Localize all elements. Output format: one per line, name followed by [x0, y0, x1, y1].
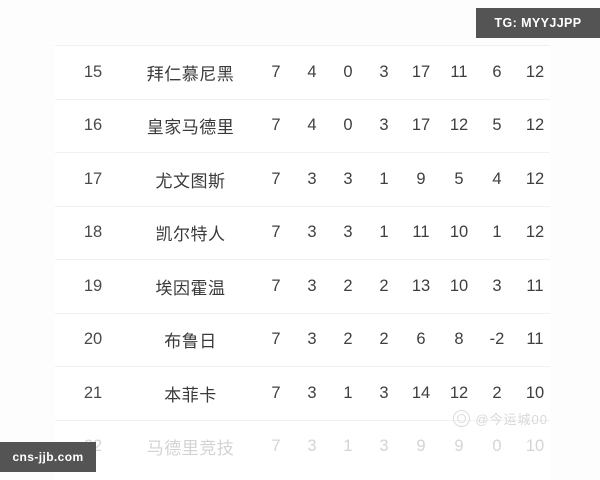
cell-played: 7	[271, 383, 281, 402]
cell-points: 12	[525, 62, 545, 81]
cell-rank: 20	[83, 330, 103, 349]
cell-win: 4	[307, 62, 317, 81]
cell-loss: 3	[379, 116, 389, 135]
cell-points: 10	[525, 383, 545, 402]
cell-win: 3	[307, 437, 317, 455]
cell-win: 3	[307, 383, 317, 402]
cell-loss: 2	[379, 330, 389, 349]
table-row[interactable]: 20 布鲁日 7 3 2 2 6 8 -2 11	[55, 313, 550, 367]
cell-points: 12	[525, 223, 545, 242]
cell-goals-for: 14	[411, 383, 431, 402]
cell-played: 7	[271, 169, 281, 188]
telegram-handle-badge: TG: MYYJJPP	[476, 8, 600, 38]
cell-points: 11	[526, 330, 544, 349]
cell-draw: 3	[343, 169, 353, 188]
cell-loss: 3	[379, 383, 389, 402]
cell-loss: 3	[379, 62, 389, 81]
table-row[interactable]: 21 本菲卡 7 3 1 3 14 12 2 10	[55, 367, 550, 421]
cell-goals-for: 9	[416, 437, 426, 455]
cell-goals-for: 13	[411, 276, 431, 295]
cell-goals-against: 12	[449, 116, 469, 135]
cell-played: 7	[271, 276, 281, 295]
cell-points: 12	[525, 116, 545, 135]
cell-goals-against: 10	[449, 276, 469, 295]
cell-goal-difference: 5	[492, 116, 502, 135]
cell-team-name: 本菲卡	[164, 385, 217, 405]
table-row[interactable]: 17 尤文图斯 7 3 3 1 9 5 4 12	[55, 153, 550, 207]
cell-goals-against: 11	[450, 62, 468, 81]
cell-draw: 1	[343, 437, 353, 455]
cell-draw: 2	[343, 330, 353, 349]
table-row[interactable]: 15 拜仁慕尼黑 7 4 0 3 17 11 6 12	[55, 46, 550, 100]
cell-points: 12	[525, 169, 545, 188]
cell-played: 7	[271, 223, 281, 242]
cell-goals-against: 8	[454, 330, 464, 349]
table-row-partial[interactable]: 22 马德里竞技 7 3 1 3 9 9 0 10	[55, 420, 550, 473]
cell-team-name: 皇家马德里	[146, 118, 235, 138]
cell-rank: 18	[83, 223, 103, 242]
site-url-badge: cns-jjb.com	[0, 442, 96, 472]
cell-goals-against: 9	[454, 437, 464, 455]
cell-goals-against: 10	[449, 223, 469, 242]
cell-rank: 15	[83, 62, 103, 81]
cell-team-name: 凯尔特人	[155, 225, 226, 245]
cell-loss: 1	[379, 169, 389, 188]
cell-team-name: 布鲁日	[164, 332, 217, 352]
cell-team-name: 拜仁慕尼黑	[146, 64, 235, 84]
cell-goals-against: 5	[454, 169, 464, 188]
cell-rank: 19	[83, 276, 103, 295]
cell-draw: 3	[343, 223, 353, 242]
cell-goal-difference: 3	[492, 276, 502, 295]
table-row[interactable]: 16 皇家马德里 7 4 0 3 17 12 5 12	[55, 99, 550, 153]
cell-win: 3	[307, 169, 317, 188]
cell-win: 3	[307, 223, 317, 242]
cell-win: 4	[307, 116, 317, 135]
cell-draw: 0	[343, 116, 353, 135]
cell-loss: 1	[379, 223, 389, 242]
cell-goals-for: 6	[416, 330, 426, 349]
cell-goal-difference: 2	[492, 383, 502, 402]
cell-loss: 2	[379, 276, 389, 295]
cell-goals-for: 11	[412, 223, 430, 242]
cell-draw: 0	[343, 62, 353, 81]
cell-goals-for: 17	[411, 116, 431, 135]
cell-team-name: 马德里竞技	[146, 439, 235, 458]
cell-played: 7	[271, 330, 281, 349]
cell-loss: 3	[379, 437, 389, 455]
table-row[interactable]: 19 埃因霍温 7 3 2 2 13 10 3 11	[55, 260, 550, 314]
cell-win: 3	[307, 276, 317, 295]
cell-goals-against: 12	[449, 383, 469, 402]
table-row[interactable]: 18 凯尔特人 7 3 3 1 11 10 1 12	[55, 206, 550, 260]
cell-team-name: 埃因霍温	[155, 278, 226, 298]
cell-draw: 2	[343, 276, 353, 295]
cell-draw: 1	[343, 383, 353, 402]
cell-rank: 21	[83, 383, 103, 402]
cell-played: 7	[271, 437, 281, 455]
cell-played: 7	[271, 62, 281, 81]
standings-table: 15 拜仁慕尼黑 7 4 0 3 17 11 6 12 16 皇家马德里 7 4…	[55, 45, 550, 480]
cell-goal-difference: 1	[492, 223, 502, 242]
cell-goals-for: 17	[411, 62, 431, 81]
cell-played: 7	[271, 116, 281, 135]
cell-goal-difference: 6	[492, 62, 502, 81]
cell-rank: 17	[83, 169, 103, 188]
cell-goal-difference: -2	[489, 330, 505, 349]
cell-goal-difference: 0	[492, 437, 502, 455]
cell-points: 10	[525, 437, 545, 455]
cell-goal-difference: 4	[492, 169, 502, 188]
cell-rank: 16	[83, 116, 103, 135]
cell-team-name: 尤文图斯	[155, 171, 226, 191]
cell-goals-for: 9	[416, 169, 426, 188]
cell-win: 3	[307, 330, 317, 349]
cell-points: 11	[526, 276, 544, 295]
